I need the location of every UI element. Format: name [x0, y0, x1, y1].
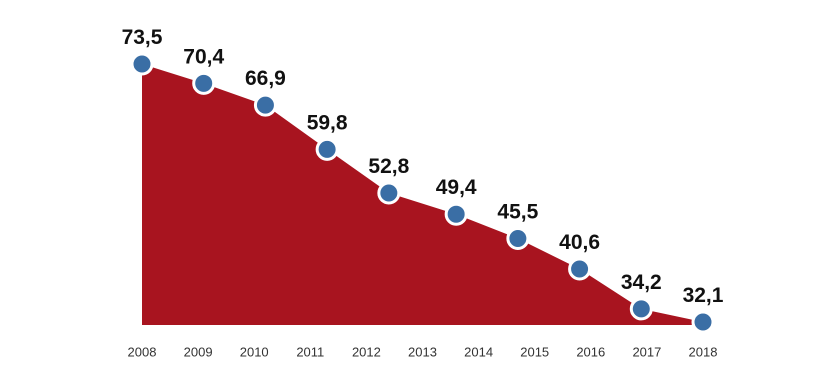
x-tick-label: 2014	[464, 344, 493, 359]
x-tick-label: 2012	[352, 344, 381, 359]
x-tick-label: 2010	[240, 344, 269, 359]
point	[506, 226, 530, 250]
data-label: 40,6	[559, 231, 600, 254]
point	[377, 181, 401, 205]
point	[253, 93, 277, 117]
data-label: 32,1	[683, 284, 724, 307]
data-label: 45,5	[497, 200, 538, 223]
x-tick-label: 2015	[520, 344, 549, 359]
point	[130, 52, 154, 76]
data-label: 34,2	[621, 271, 662, 294]
point	[568, 257, 592, 281]
data-label: 70,4	[183, 45, 224, 68]
x-tick-label: 2017	[632, 344, 661, 359]
data-label: 59,8	[307, 111, 348, 134]
data-label: 66,9	[245, 67, 286, 90]
point	[192, 71, 216, 95]
area	[142, 64, 703, 325]
point	[315, 137, 339, 161]
x-tick-label: 2013	[408, 344, 437, 359]
data-label: 52,8	[368, 155, 409, 178]
point	[629, 297, 653, 321]
x-tick-label: 2011	[296, 344, 324, 359]
x-tick-label: 2016	[576, 344, 605, 359]
data-label: 49,4	[436, 176, 477, 199]
data-label: 73,5	[122, 26, 163, 49]
x-tick-label: 2009	[184, 344, 213, 359]
x-tick-label: 2008	[128, 344, 157, 359]
point	[691, 310, 715, 334]
x-tick-label: 2018	[689, 344, 718, 359]
point	[444, 202, 468, 226]
